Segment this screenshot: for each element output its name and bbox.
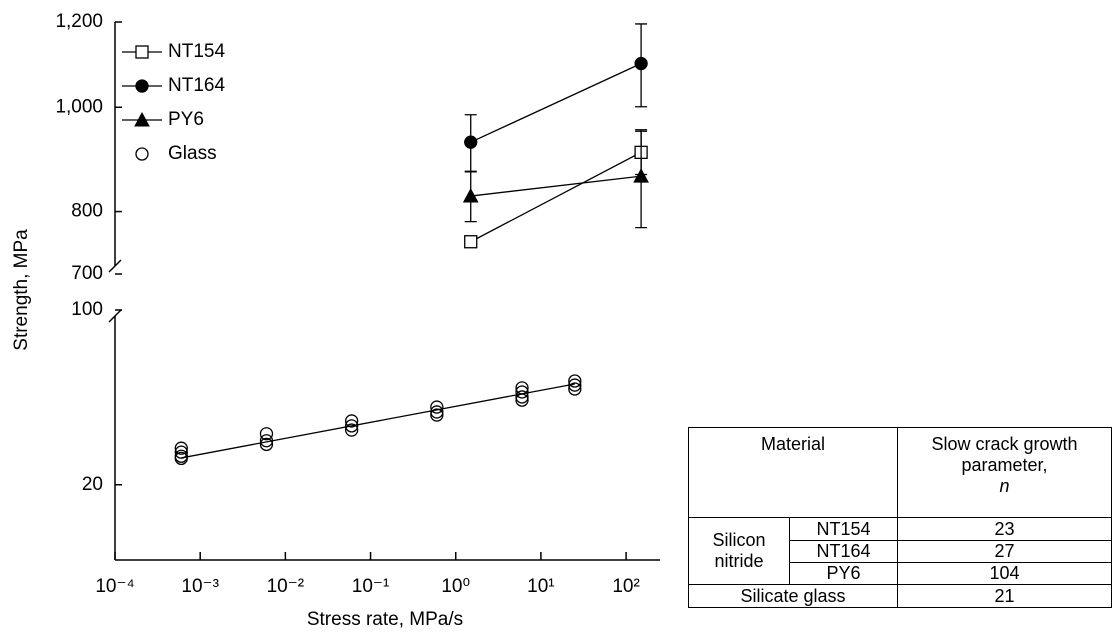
cell: 21 <box>897 584 1112 608</box>
header-cell: Slow crack growth parameter, n <box>897 427 1112 518</box>
marker <box>345 423 359 437</box>
table-row: Silicon nitride NT154 23 <box>688 517 1112 585</box>
cell: PY6 <box>789 562 898 585</box>
cell: Silicate glass <box>688 584 898 608</box>
marker <box>515 393 529 407</box>
marker <box>464 235 478 249</box>
y-tick-label: 100 <box>71 299 103 320</box>
cell: 104 <box>897 562 1112 585</box>
table-row: Silicate glass 21 <box>688 584 1112 608</box>
marker <box>515 390 529 404</box>
group-label: Silicon nitride <box>712 530 766 571</box>
series-line <box>470 175 642 197</box>
x-axis-label: Stress rate, MPa/s <box>307 609 463 630</box>
marker <box>634 56 648 71</box>
legend-marker <box>135 147 149 161</box>
cell: NT154 <box>789 517 898 541</box>
legend-marker <box>135 45 149 59</box>
y-tick-label: 800 <box>71 201 103 222</box>
marker <box>568 374 582 388</box>
legend-marker <box>135 79 149 93</box>
legend-label: PY6 <box>168 109 204 130</box>
group-cell: Silicon nitride <box>688 517 790 585</box>
y-tick-label: 1,200 <box>55 11 103 32</box>
x-tick-label: 10⁻² <box>267 576 305 597</box>
table: Material Slow crack growth parameter, n Si… <box>688 427 1112 608</box>
marker <box>430 408 444 422</box>
header-text: Slow crack growth <box>931 434 1078 454</box>
y-axis-label: Strength, MPa <box>11 229 32 351</box>
series-line <box>470 151 642 243</box>
marker <box>515 385 529 399</box>
marker <box>633 168 649 183</box>
x-tick-label: 10⁰ <box>441 576 470 597</box>
series-line <box>470 62 642 143</box>
marker <box>568 378 582 392</box>
legend-label: Glass <box>168 143 217 164</box>
header-text: n <box>999 476 1010 496</box>
x-tick-label: 10¹ <box>527 576 554 597</box>
header-cell: Material <box>688 427 898 518</box>
header-text: parameter, <box>961 455 1048 475</box>
marker <box>462 187 479 203</box>
x-tick-label: 10⁻³ <box>181 576 219 597</box>
marker <box>430 405 444 419</box>
x-tick-label: 10² <box>612 576 639 597</box>
fit-line <box>181 383 575 459</box>
marker <box>174 451 188 466</box>
marker <box>174 441 188 455</box>
legend-label: NT154 <box>168 41 225 62</box>
legend-marker <box>134 111 150 127</box>
cell: 27 <box>897 540 1112 563</box>
y-tick-label: 20 <box>82 474 103 495</box>
marker <box>259 434 274 448</box>
marker <box>345 419 359 433</box>
marker <box>568 382 582 396</box>
marker <box>345 414 359 428</box>
y-tick-label: 700 <box>71 263 103 284</box>
axis-break <box>108 259 122 323</box>
marker <box>174 445 188 459</box>
cell: 23 <box>897 517 1112 541</box>
marker <box>259 437 274 452</box>
legend-label: NT164 <box>168 75 225 96</box>
table-header: Material Slow crack growth parameter, n <box>688 427 1112 518</box>
cell: NT164 <box>789 540 898 563</box>
marker <box>430 400 444 414</box>
x-tick-label: 10⁻¹ <box>352 576 390 597</box>
marker <box>259 427 274 441</box>
x-tick-label: 10⁻⁴ <box>95 576 134 597</box>
marker <box>464 135 478 149</box>
y-tick-label: 1,000 <box>55 96 103 117</box>
header-text: Material <box>760 434 826 454</box>
